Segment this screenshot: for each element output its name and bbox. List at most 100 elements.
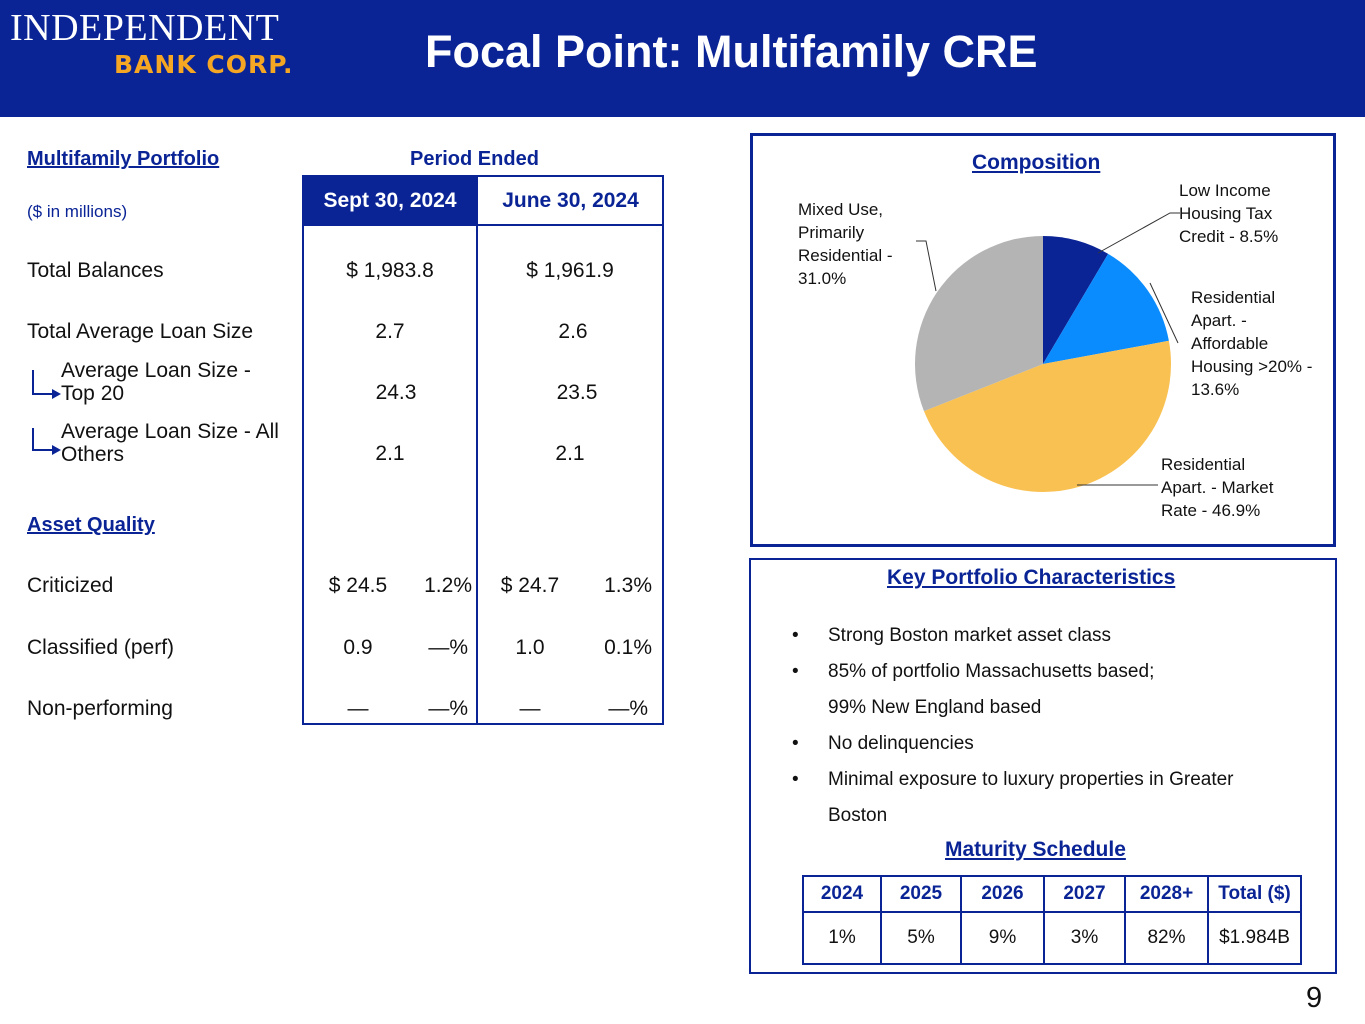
pie-label-mixed-line4: 31.0% <box>798 269 847 288</box>
bullet-dot-icon: • <box>792 733 799 754</box>
value-top20-sept: 24.3 <box>375 381 417 404</box>
pie-label-market: Residential Apart. - Market Rate - 46.9% <box>1161 453 1273 522</box>
maturity-header-2028plus: 2028+ <box>1124 875 1209 913</box>
value-classified-amt-sept: 0.9 <box>343 636 373 659</box>
table-border-mid <box>476 175 478 725</box>
leader-line-mixed <box>916 240 937 292</box>
maturity-header-row: 2024 2025 2026 2027 2028+ Total ($) <box>802 875 1302 913</box>
row-label-top20-line2: Top 20 <box>61 382 125 405</box>
row-label-all-others-line1: Average Loan Size - All <box>61 420 279 443</box>
value-classified-pct-sept: —% <box>428 636 468 659</box>
maturity-header-2027: 2027 <box>1043 875 1126 913</box>
maturity-value-2026: 9% <box>960 911 1045 965</box>
pie-label-mixed-line1: Mixed Use, <box>798 200 884 219</box>
pie-label-lihtc: Low Income Housing Tax Credit - 8.5% <box>1179 179 1278 248</box>
page-title: Focal Point: Multifamily CRE <box>425 26 1038 77</box>
bullet-text-continued: Boston <box>828 805 888 826</box>
value-nonperforming-pct-june: —% <box>608 697 648 720</box>
maturity-value-row: 1% 5% 9% 3% 82% $1.984B <box>802 911 1302 965</box>
table-border-left <box>302 175 304 725</box>
pie-label-lihtc-line3: Credit - 8.5% <box>1179 227 1279 246</box>
maturity-value-2028plus: 82% <box>1124 911 1209 965</box>
bullet-item: • Strong Boston market asset class <box>792 618 1312 654</box>
value-nonperforming-pct-sept: —% <box>428 697 468 720</box>
logo-line2: BANK CORP. <box>114 50 294 79</box>
pie-label-affordable-line4: Housing >20% - <box>1191 357 1313 376</box>
maturity-header-2026: 2026 <box>960 875 1045 913</box>
page-number: 9 <box>1306 982 1323 1014</box>
bullet-item: • Minimal exposure to luxury properties … <box>792 762 1312 834</box>
characteristics-bullet-list: • Strong Boston market asset class • 85%… <box>792 618 1312 834</box>
bullet-item: • No delinquencies <box>792 726 1312 762</box>
logo-line1: INDEPENDENT <box>10 7 280 49</box>
pie-label-affordable-line2: Apart. - <box>1191 311 1247 330</box>
row-label-total-balances: Total Balances <box>27 259 164 282</box>
bullet-dot-icon: • <box>792 661 799 682</box>
pie-label-lihtc-line1: Low Income <box>1179 181 1271 200</box>
sub-row-arrows-icon <box>32 370 61 455</box>
header-bar: INDEPENDENT BANK CORP. Focal Point: Mult… <box>0 0 1365 117</box>
maturity-value-2025: 5% <box>880 911 962 965</box>
bullet-dot-icon: • <box>792 625 799 646</box>
row-label-nonperforming: Non-performing <box>27 697 173 720</box>
table-border-right <box>662 175 664 725</box>
pie-label-affordable: Residential Apart. - Affordable Housing … <box>1191 286 1312 401</box>
value-top20-june: 23.5 <box>556 381 598 404</box>
value-all-others-june: 2.1 <box>555 442 585 465</box>
value-classified-pct-june: 0.1% <box>604 636 652 659</box>
pie-label-affordable-line3: Affordable <box>1191 334 1269 353</box>
bullet-text: No delinquencies <box>828 733 974 754</box>
row-label-classified: Classified (perf) <box>27 636 175 659</box>
units-note: ($ in millions) <box>27 202 128 221</box>
row-label-avg-loan-size: Total Average Loan Size <box>27 320 254 343</box>
pie-label-mixed-line3: Residential - <box>798 246 893 265</box>
pie-label-affordable-line5: 13.6% <box>1191 380 1240 399</box>
value-all-others-sept: 2.1 <box>375 442 405 465</box>
value-avg-loan-sept: 2.7 <box>375 320 405 343</box>
bullet-item: • 85% of portfolio Massachusetts based; … <box>792 654 1312 726</box>
value-nonperforming-amt-sept: — <box>347 697 369 720</box>
col-header-june: June 30, 2024 <box>502 188 639 212</box>
maturity-heading: Maturity Schedule <box>945 838 1126 861</box>
pie-label-market-line2: Apart. - Market <box>1161 478 1274 497</box>
period-ended-heading: Period Ended <box>410 148 539 170</box>
bullet-text: Strong Boston market asset class <box>828 625 1112 646</box>
maturity-table: 2024 2025 2026 2027 2028+ Total ($) 1% 5… <box>802 875 1302 965</box>
bullet-text-continued: 99% New England based <box>828 697 1042 718</box>
maturity-header-2024: 2024 <box>802 875 882 913</box>
leader-line-lihtc <box>1097 212 1180 254</box>
bullet-dot-icon: • <box>792 769 799 790</box>
value-total-balances-june: $ 1,961.9 <box>526 259 614 282</box>
value-avg-loan-june: 2.6 <box>558 320 588 343</box>
pie-label-affordable-line1: Residential <box>1191 288 1276 307</box>
maturity-value-total: $1.984B <box>1207 911 1302 965</box>
value-criticized-pct-sept: 1.2% <box>424 574 472 597</box>
value-criticized-amt-sept: $ 24.5 <box>328 574 388 597</box>
row-label-all-others: Average Loan Size - All Others <box>61 420 279 466</box>
table-border-top <box>302 175 664 177</box>
pie-label-mixed: Mixed Use, Primarily Residential - 31.0% <box>798 198 893 290</box>
row-label-top20-line1: Average Loan Size - <box>61 359 251 382</box>
pie-label-mixed-line2: Primarily <box>798 223 865 242</box>
value-total-balances-sept: $ 1,983.8 <box>346 259 434 282</box>
pie-label-market-line1: Residential <box>1161 455 1246 474</box>
maturity-header-2025: 2025 <box>880 875 962 913</box>
composition-heading: Composition <box>972 151 1101 174</box>
characteristics-heading: Key Portfolio Characteristics <box>887 566 1176 589</box>
pie-label-market-line3: Rate - 46.9% <box>1161 501 1261 520</box>
maturity-value-2024: 1% <box>802 911 882 965</box>
value-nonperforming-amt-june: — <box>519 697 541 720</box>
pie-slice-0 <box>1043 236 1109 364</box>
value-criticized-amt-june: $ 24.7 <box>500 574 560 597</box>
company-logo: INDEPENDENT BANK CORP. <box>10 8 310 88</box>
maturity-header-total: Total ($) <box>1207 875 1302 913</box>
pie-slice-1 <box>1043 253 1169 364</box>
table-header-divider <box>302 224 664 226</box>
composition-pie-chart <box>915 212 1180 492</box>
bullet-text: Minimal exposure to luxury properties in… <box>828 769 1234 790</box>
value-criticized-pct-june: 1.3% <box>604 574 652 597</box>
pie-label-lihtc-line2: Housing Tax <box>1179 204 1273 223</box>
portfolio-heading: Multifamily Portfolio <box>27 148 220 170</box>
asset-quality-heading: Asset Quality <box>27 514 155 536</box>
row-label-all-others-line2: Others <box>61 443 125 466</box>
